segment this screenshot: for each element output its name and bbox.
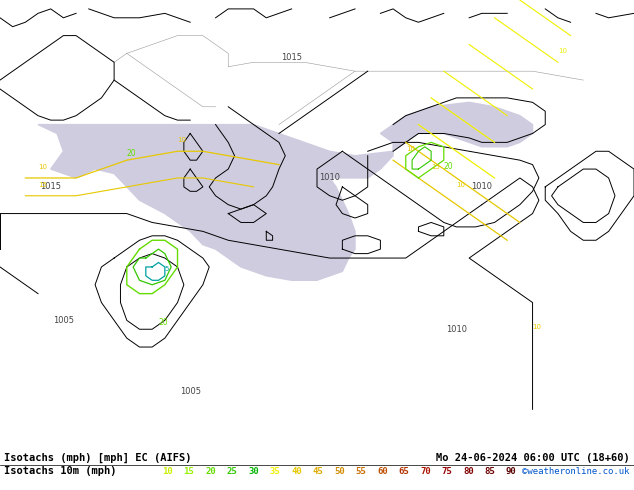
Text: 75: 75 (441, 467, 452, 476)
Polygon shape (216, 143, 279, 200)
Text: 10: 10 (38, 164, 47, 170)
Polygon shape (260, 133, 298, 187)
Text: 70: 70 (420, 467, 430, 476)
Text: 1010: 1010 (471, 182, 493, 192)
Text: 45: 45 (313, 467, 323, 476)
Text: 20: 20 (205, 467, 216, 476)
Text: 1010: 1010 (319, 173, 340, 182)
Text: 90: 90 (506, 467, 517, 476)
Text: 10: 10 (533, 324, 541, 330)
Text: 10: 10 (178, 137, 186, 144)
Polygon shape (38, 102, 533, 280)
Text: 55: 55 (356, 467, 366, 476)
Text: 15: 15 (38, 182, 47, 188)
Text: 10: 10 (162, 467, 172, 476)
Text: 60: 60 (377, 467, 388, 476)
Text: 20: 20 (127, 149, 136, 158)
Text: 80: 80 (463, 467, 474, 476)
Text: 85: 85 (484, 467, 495, 476)
Text: 40: 40 (291, 467, 302, 476)
Text: 10: 10 (558, 49, 567, 54)
Text: 25: 25 (226, 467, 237, 476)
Text: 35: 35 (269, 467, 280, 476)
Text: 1005: 1005 (179, 387, 201, 396)
Text: 20: 20 (158, 318, 168, 327)
Text: Mo 24-06-2024 06:00 UTC (18+60): Mo 24-06-2024 06:00 UTC (18+60) (436, 453, 630, 463)
Text: 30: 30 (248, 467, 259, 476)
Text: 5: 5 (165, 267, 169, 272)
Text: 15: 15 (431, 164, 440, 170)
Text: Isotachs (mph) [mph] EC (AIFS): Isotachs (mph) [mph] EC (AIFS) (4, 453, 191, 463)
Text: Isotachs 10m (mph): Isotachs 10m (mph) (4, 466, 117, 476)
Text: 1010: 1010 (446, 325, 467, 334)
Text: 1015: 1015 (281, 53, 302, 62)
Text: ©weatheronline.co.uk: ©weatheronline.co.uk (522, 467, 630, 476)
Text: 1015: 1015 (40, 182, 61, 192)
Text: 15: 15 (183, 467, 194, 476)
Text: 20: 20 (444, 162, 453, 171)
Text: 65: 65 (399, 467, 410, 476)
Text: 50: 50 (334, 467, 345, 476)
Text: 10: 10 (456, 182, 465, 188)
Text: 10: 10 (406, 147, 415, 152)
Text: 1005: 1005 (53, 316, 74, 325)
